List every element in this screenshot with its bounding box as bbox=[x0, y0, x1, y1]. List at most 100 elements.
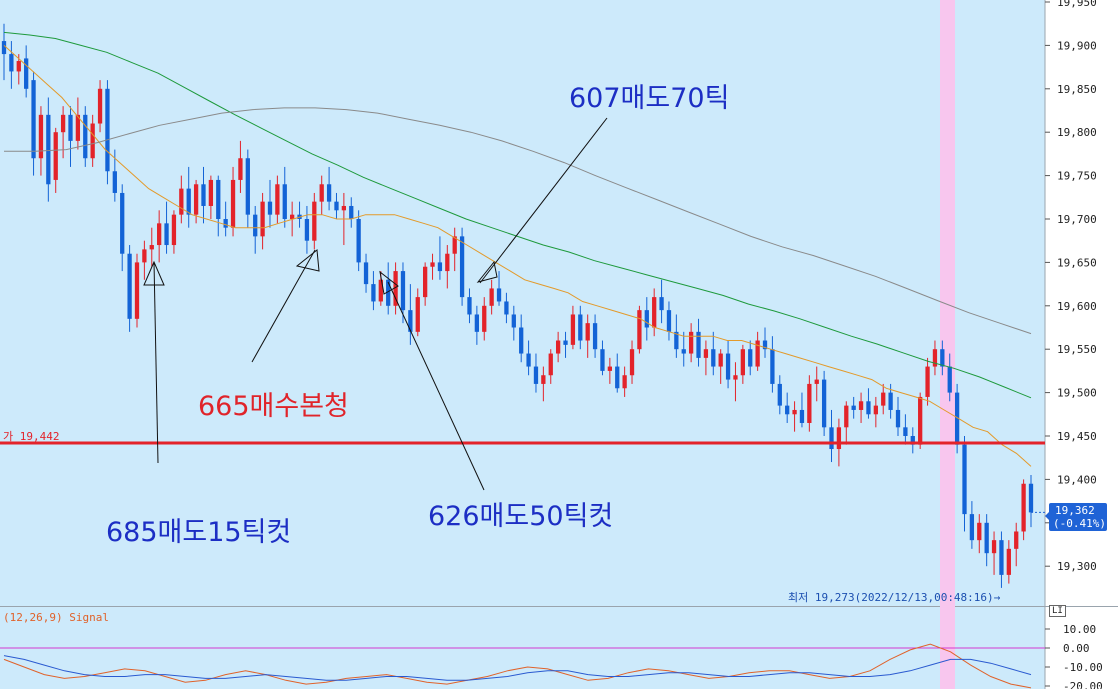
candle-body bbox=[859, 401, 863, 410]
candle-body bbox=[364, 262, 368, 284]
candle-body bbox=[800, 410, 804, 423]
candle-body bbox=[903, 427, 907, 436]
candle-body bbox=[17, 61, 21, 71]
current-price-value: 19,362 bbox=[1055, 504, 1095, 517]
low-price-note: 최저 19,273(2022/12/13,00:48:16)→ bbox=[788, 589, 1000, 605]
candle-body bbox=[9, 54, 13, 71]
candle-body bbox=[645, 310, 649, 327]
reference-line-label: 가 19,442 bbox=[3, 428, 59, 444]
candle-body bbox=[61, 115, 65, 132]
candle-body bbox=[630, 349, 634, 375]
candle-body bbox=[224, 219, 228, 228]
price-axis-label: 19,700 bbox=[1057, 213, 1097, 226]
price-axis-label: 19,500 bbox=[1057, 387, 1097, 400]
candle-body bbox=[371, 284, 375, 301]
candle-body bbox=[209, 180, 213, 206]
candle-body bbox=[770, 349, 774, 384]
candle-body bbox=[164, 223, 168, 245]
candle-body bbox=[571, 314, 575, 344]
price-axis-label: 19,300 bbox=[1057, 560, 1097, 573]
candle-body bbox=[852, 406, 856, 410]
candle-body bbox=[201, 184, 205, 206]
candle-body bbox=[822, 380, 826, 428]
candle-body bbox=[157, 223, 161, 245]
current-price-change: (-0.41%) bbox=[1053, 517, 1106, 530]
macd-axis-label: 10.00 bbox=[1063, 623, 1096, 636]
candle-body bbox=[2, 41, 6, 54]
price-axis-label: 19,400 bbox=[1057, 473, 1097, 486]
price-axis-label: 19,600 bbox=[1057, 300, 1097, 313]
panel-settings-button[interactable]: LI bbox=[1049, 605, 1066, 617]
candle-body bbox=[46, 115, 50, 184]
candle-body bbox=[445, 254, 449, 271]
candle-body bbox=[91, 124, 95, 159]
price-axis-label: 19,750 bbox=[1057, 170, 1097, 183]
price-axis-label: 19,900 bbox=[1057, 39, 1097, 52]
candle-body bbox=[512, 314, 516, 327]
candle-body bbox=[194, 184, 198, 214]
candle-body bbox=[1007, 549, 1011, 575]
candle-body bbox=[120, 193, 124, 254]
candle-body bbox=[105, 89, 109, 171]
candle-body bbox=[549, 354, 553, 376]
candle-body bbox=[999, 540, 1003, 575]
candle-body bbox=[992, 540, 996, 553]
candle-body bbox=[135, 262, 139, 318]
candle-body bbox=[187, 189, 191, 215]
candle-body bbox=[489, 288, 493, 305]
candle-body bbox=[39, 115, 43, 158]
candle-body bbox=[866, 401, 870, 414]
candle-body bbox=[1021, 484, 1025, 532]
candle-body bbox=[268, 202, 272, 215]
candle-body bbox=[667, 310, 671, 332]
macd-title: (12,26,9) Signal bbox=[3, 611, 109, 624]
candle-body bbox=[578, 314, 582, 340]
candle-body bbox=[1014, 531, 1018, 548]
candle-body bbox=[327, 184, 331, 201]
candle-body bbox=[600, 349, 604, 371]
candle-body bbox=[460, 236, 464, 297]
candle-body bbox=[246, 158, 250, 214]
candle-body bbox=[733, 375, 737, 379]
candle-body bbox=[541, 375, 545, 384]
candle-body bbox=[423, 267, 427, 297]
candle-body bbox=[948, 367, 952, 393]
candle-body bbox=[467, 297, 471, 314]
candle-body bbox=[482, 306, 486, 332]
candle-body bbox=[83, 115, 87, 158]
candle-body bbox=[275, 184, 279, 214]
candle-body bbox=[113, 171, 117, 193]
candle-body bbox=[726, 354, 730, 380]
candle-body bbox=[881, 393, 885, 406]
candle-body bbox=[24, 58, 28, 88]
candle-body bbox=[357, 219, 361, 262]
current-price-tag: 19,362 (-0.41%) bbox=[1049, 503, 1107, 531]
candle-body bbox=[785, 406, 789, 415]
candle-body bbox=[260, 202, 264, 237]
candle-body bbox=[305, 219, 309, 241]
candle-body bbox=[312, 202, 316, 241]
candle-body bbox=[962, 445, 966, 514]
candle-body bbox=[475, 314, 479, 331]
candle-body bbox=[748, 349, 752, 366]
candle-body bbox=[54, 132, 58, 180]
price-axis-label: 19,950 bbox=[1057, 0, 1097, 9]
candle-body bbox=[593, 323, 597, 349]
candle-body bbox=[68, 115, 72, 141]
candle-body bbox=[925, 367, 929, 397]
macd-axis-label: -20.00 bbox=[1063, 680, 1103, 689]
candle-body bbox=[290, 215, 294, 219]
candle-body bbox=[334, 202, 338, 211]
candle-body bbox=[320, 184, 324, 201]
candle-body bbox=[829, 427, 833, 449]
candle-body bbox=[792, 410, 796, 414]
price-axis-label: 19,850 bbox=[1057, 83, 1097, 96]
annotation-626: 626매도50틱컷 bbox=[428, 494, 613, 533]
macd-axis-label: -10.00 bbox=[1063, 661, 1103, 674]
candle-body bbox=[563, 341, 567, 345]
candle-body bbox=[719, 354, 723, 367]
candle-body bbox=[342, 206, 346, 210]
candle-body bbox=[615, 367, 619, 389]
candle-body bbox=[438, 262, 442, 271]
